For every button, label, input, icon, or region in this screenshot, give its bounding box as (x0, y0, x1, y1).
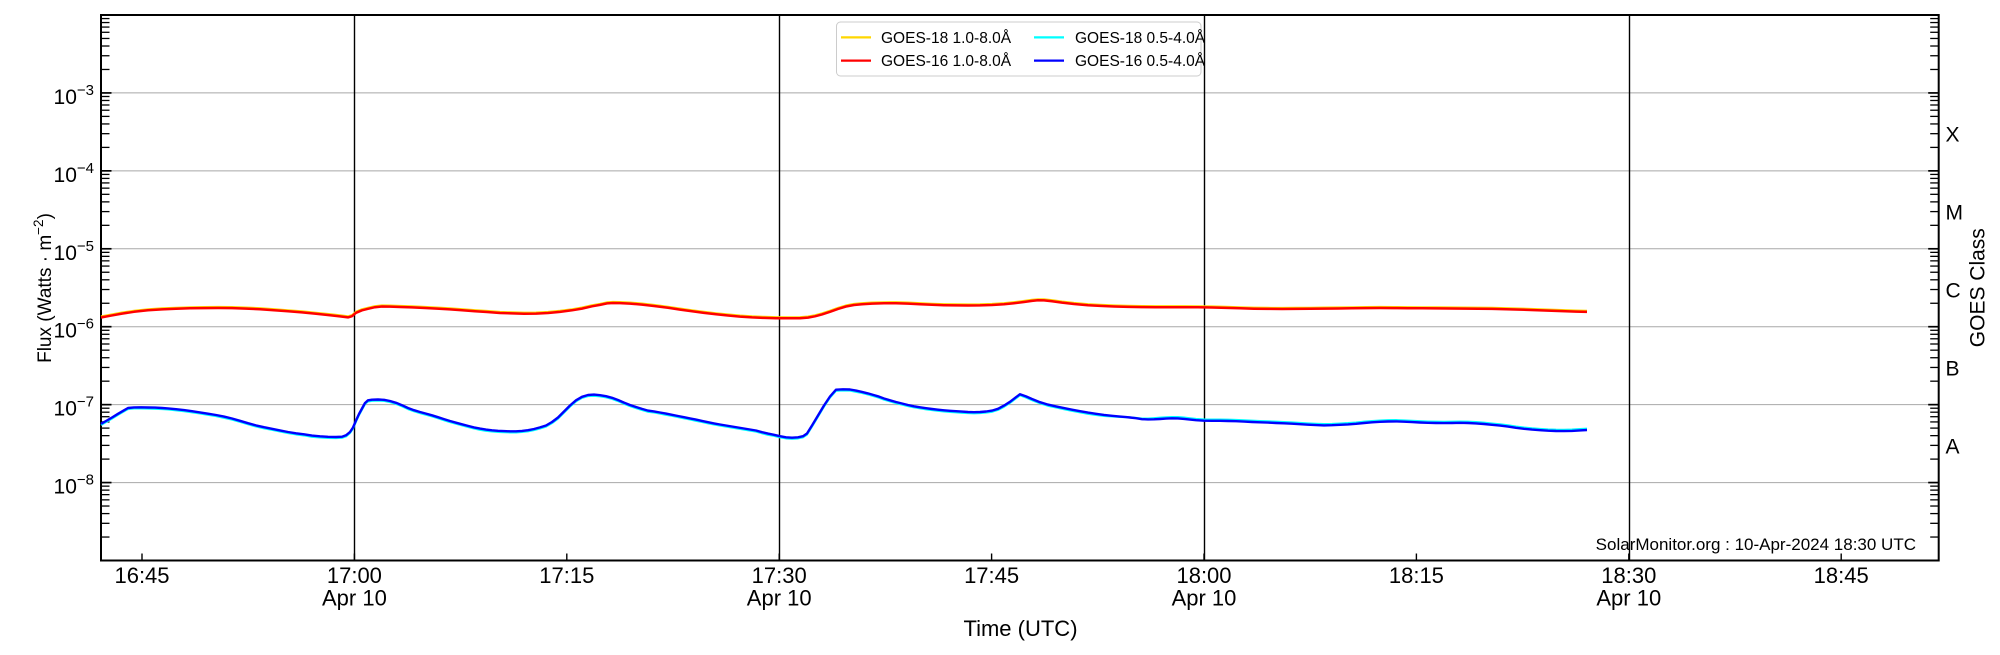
svg-text:GOES-16 0.5-4.0Å: GOES-16 0.5-4.0Å (1075, 53, 1206, 70)
svg-text:Apr 10: Apr 10 (322, 586, 387, 611)
svg-text:B: B (1946, 358, 1960, 381)
svg-text:17:30: 17:30 (752, 563, 807, 588)
svg-text:SolarMonitor.org : 10-Apr-2024: SolarMonitor.org : 10-Apr-2024 18:30 UTC (1596, 535, 1916, 554)
svg-text:18:00: 18:00 (1176, 563, 1231, 588)
svg-text:GOES-16 1.0-8.0Å: GOES-16 1.0-8.0Å (881, 53, 1012, 70)
svg-text:18:45: 18:45 (1814, 563, 1869, 588)
svg-text:17:15: 17:15 (539, 563, 594, 588)
svg-text:Apr 10: Apr 10 (1172, 586, 1237, 611)
svg-text:Flux (Watts · m−2): Flux (Watts · m−2) (31, 213, 56, 363)
svg-text:Apr 10: Apr 10 (1596, 586, 1661, 611)
svg-text:Apr 10: Apr 10 (747, 586, 812, 611)
svg-text:18:15: 18:15 (1389, 563, 1444, 588)
svg-text:A: A (1946, 435, 1960, 458)
svg-text:10−5: 10−5 (54, 238, 94, 265)
svg-text:GOES-18 0.5-4.0Å: GOES-18 0.5-4.0Å (1075, 30, 1206, 47)
svg-text:Time (UTC): Time (UTC) (963, 616, 1077, 641)
svg-text:18:30: 18:30 (1601, 563, 1656, 588)
svg-text:X: X (1946, 124, 1960, 147)
svg-text:C: C (1946, 280, 1961, 303)
svg-text:GOES Class: GOES Class (1967, 228, 1990, 347)
svg-text:16:45: 16:45 (114, 563, 169, 588)
svg-text:GOES-18 1.0-8.0Å: GOES-18 1.0-8.0Å (881, 30, 1012, 47)
svg-text:M: M (1946, 202, 1964, 225)
svg-text:17:00: 17:00 (327, 563, 382, 588)
svg-text:17:45: 17:45 (964, 563, 1019, 588)
